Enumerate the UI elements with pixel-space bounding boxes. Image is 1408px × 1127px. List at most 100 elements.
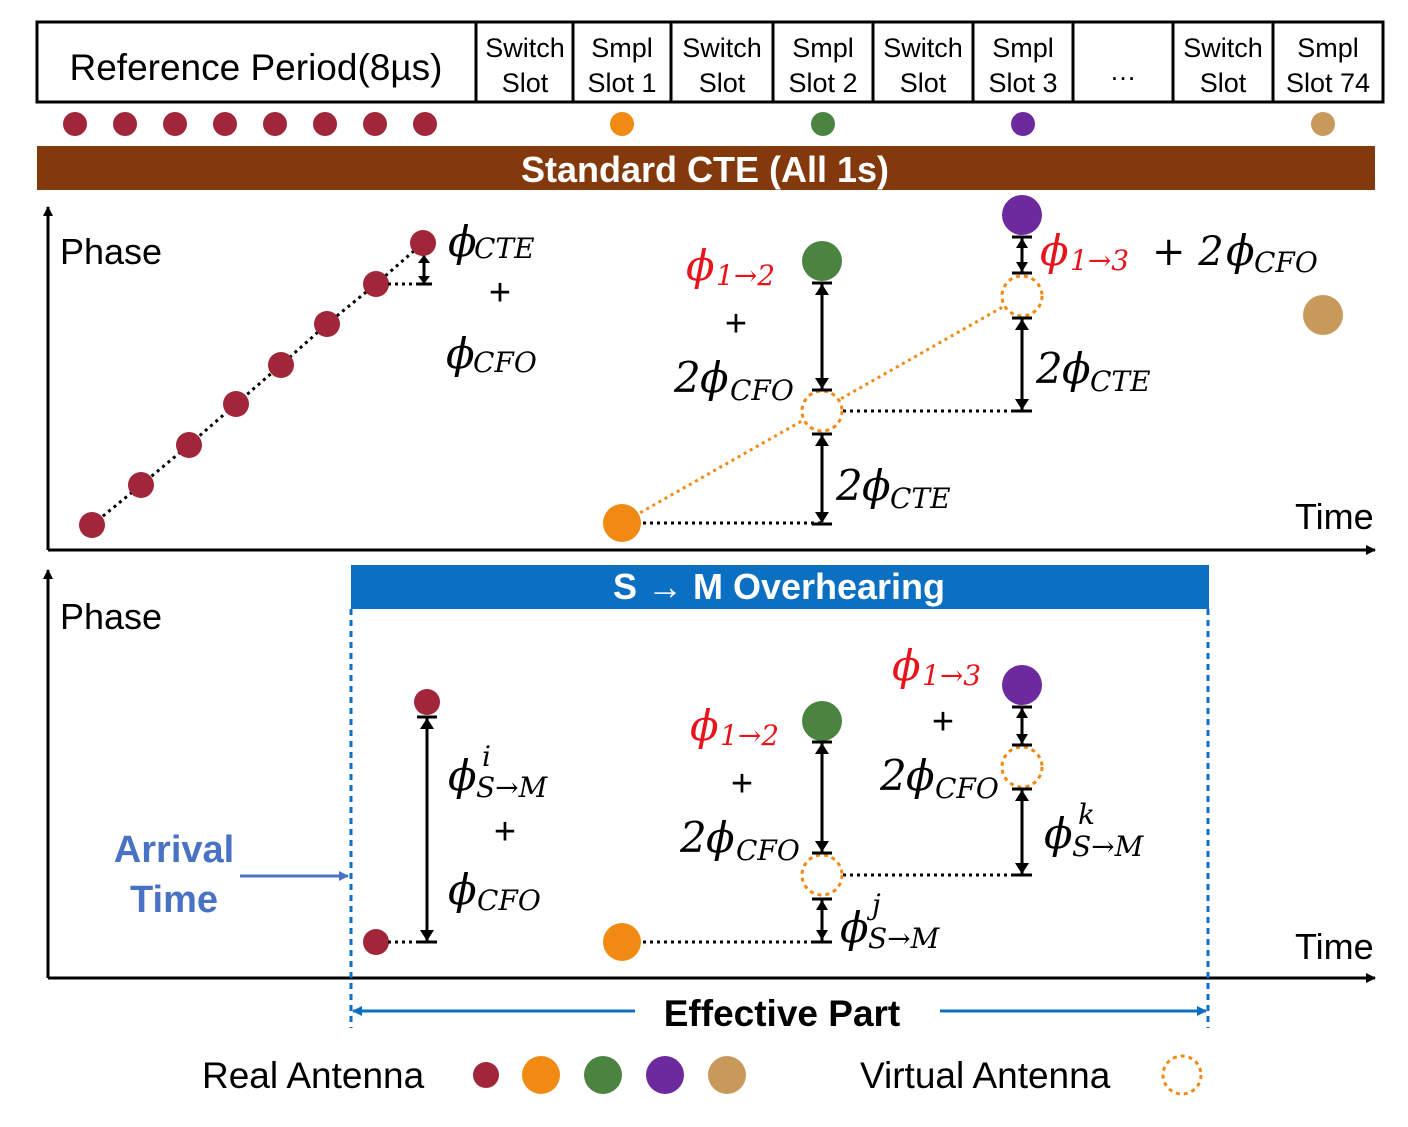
reference-period-label: Reference Period(8µs) — [70, 47, 443, 88]
svg-text:CTE: CTE — [474, 232, 535, 265]
legend-green-dot — [584, 1056, 622, 1094]
top-2phi-cte-lower-label: 2 ϕ CTE — [835, 461, 951, 515]
arrival-time-label-2: Time — [130, 879, 218, 921]
sample-slot-1-label: Smpl — [591, 33, 653, 63]
switch-slot-label-2b: Slot — [699, 68, 746, 98]
top-ref-phase-label: ϕ CTE + ϕ CFO — [446, 217, 537, 379]
effective-part-label: Effective Part — [664, 993, 901, 1034]
top-purple-antenna — [1002, 195, 1042, 235]
svg-text:ϕ: ϕ — [448, 217, 477, 266]
legend: Real Antenna Virtual Antenna — [202, 1054, 1203, 1096]
sample-slot-3-label-b: Slot 3 — [988, 68, 1057, 98]
svg-text:CFO: CFO — [1254, 246, 1318, 279]
svg-text:ϕ: ϕ — [448, 751, 477, 800]
svg-text:CFO: CFO — [730, 374, 794, 407]
svg-text:CFO: CFO — [477, 884, 541, 917]
svg-text:ϕ: ϕ — [862, 461, 891, 510]
switch-slot-label-3: Switch — [883, 33, 963, 63]
svg-text:ϕ: ϕ — [892, 641, 921, 690]
top-plot: Phase Time ϕ CTE + ϕ CFO — [43, 195, 1376, 555]
svg-text:ϕ: ϕ — [446, 329, 475, 378]
svg-text:ϕ: ϕ — [1044, 809, 1073, 858]
bottom-phi-sm-k-label: ϕ k S→M — [1044, 798, 1145, 863]
svg-text:1→3: 1→3 — [1070, 244, 1129, 277]
bottom-phi-13-label: ϕ 1→3 + 2 ϕ CFO — [879, 641, 999, 805]
svg-text:1→2: 1→2 — [716, 259, 775, 292]
svg-text:+ 2: + 2 — [1152, 229, 1224, 275]
svg-text:+: + — [731, 763, 753, 805]
top-virtual-antenna-2 — [800, 389, 844, 433]
svg-text:2: 2 — [679, 813, 707, 862]
switch-slot-label-4b: Slot — [1200, 68, 1247, 98]
switch-slot-label-3b: Slot — [900, 68, 947, 98]
svg-text:S→M: S→M — [1072, 830, 1145, 863]
bottom-phi-sm-i-label: ϕ i S→M + ϕ CFO — [448, 740, 549, 917]
switch-slot-label-1: Switch — [485, 33, 565, 63]
bottom-virtual-antenna-2 — [800, 853, 844, 897]
svg-text:ϕ: ϕ — [906, 751, 935, 800]
bottom-orange-antenna — [603, 923, 641, 961]
svg-text:ϕ: ϕ — [1062, 344, 1091, 393]
top-2phi-cte-upper-label: 2 ϕ CTE — [1035, 344, 1151, 398]
top-orange-antenna — [603, 504, 641, 542]
cte-banner: Standard CTE (All 1s) — [37, 146, 1375, 190]
sample-slot-1-label-b: Slot 1 — [587, 68, 656, 98]
legend-tan-dot — [708, 1056, 746, 1094]
svg-text:CFO: CFO — [935, 772, 999, 805]
switch-slot-label-4: Switch — [1183, 33, 1263, 63]
svg-text:CFO: CFO — [736, 834, 800, 867]
svg-text:k: k — [1078, 798, 1095, 831]
legend-ref-dot — [473, 1062, 499, 1088]
overhearing-banner: S → M Overhearing — [351, 565, 1209, 609]
sample-slot-74-label: Smpl — [1297, 33, 1359, 63]
cte-banner-label: Standard CTE (All 1s) — [521, 149, 889, 190]
svg-text:ϕ: ϕ — [686, 241, 715, 290]
bottom-time-axis-label: Time — [1295, 926, 1374, 967]
slot-dots — [63, 112, 1335, 136]
overhearing-banner-label: S → M Overhearing — [613, 566, 945, 607]
legend-virtual-dot — [1161, 1054, 1203, 1096]
svg-text:2: 2 — [1035, 344, 1063, 393]
svg-text:2: 2 — [835, 461, 863, 510]
svg-text:ϕ: ϕ — [690, 701, 719, 750]
top-phase-axis-label: Phase — [60, 231, 162, 272]
sample-slot-2-label: Smpl — [792, 33, 854, 63]
svg-text:ϕ: ϕ — [1040, 226, 1069, 275]
svg-text:1→3: 1→3 — [922, 659, 981, 692]
legend-virtual-antenna-label: Virtual Antenna — [860, 1055, 1111, 1096]
top-time-axis-label: Time — [1295, 496, 1374, 537]
sample-slot-3-label: Smpl — [992, 33, 1054, 63]
sample-slot-2-label-b: Slot 2 — [788, 68, 857, 98]
top-reference-dots — [79, 230, 436, 538]
switch-slot-label-1b: Slot — [502, 68, 549, 98]
top-phi-12-label: ϕ 1→2 + 2 ϕ CFO — [673, 241, 794, 407]
svg-text:2: 2 — [673, 353, 701, 402]
svg-text:CFO: CFO — [473, 346, 537, 379]
svg-text:ϕ: ϕ — [840, 903, 869, 952]
svg-text:+: + — [932, 701, 954, 743]
svg-text:S→M: S→M — [476, 771, 549, 804]
bottom-phase-axis-label: Phase — [60, 596, 162, 637]
bottom-ref-dot-top — [414, 689, 440, 715]
svg-text:i: i — [482, 740, 491, 773]
svg-text:2: 2 — [879, 751, 907, 800]
top-tan-antenna — [1303, 295, 1343, 335]
sample-slot-74-label-b: Slot 74 — [1286, 68, 1370, 98]
slot-bar: Reference Period(8µs) Switch Slot Smpl S… — [35, 20, 1385, 104]
svg-text:+: + — [489, 272, 511, 314]
svg-text:ϕ: ϕ — [1226, 226, 1255, 275]
svg-text:ϕ: ϕ — [706, 813, 735, 862]
svg-text:CTE: CTE — [1090, 365, 1151, 398]
bottom-ref-dot-bottom — [363, 929, 389, 955]
arrival-time-label-1: Arrival — [114, 829, 234, 871]
svg-text:ϕ: ϕ — [448, 865, 477, 914]
legend-orange-dot — [522, 1056, 560, 1094]
top-virtual-antenna-3 — [1000, 274, 1044, 318]
svg-text:1→2: 1→2 — [720, 719, 779, 752]
top-phi-13-label: ϕ 1→3 + 2 ϕ CFO — [1040, 226, 1318, 279]
legend-purple-dot — [646, 1056, 684, 1094]
top-green-antenna — [802, 241, 842, 281]
svg-text:ϕ: ϕ — [700, 353, 729, 402]
